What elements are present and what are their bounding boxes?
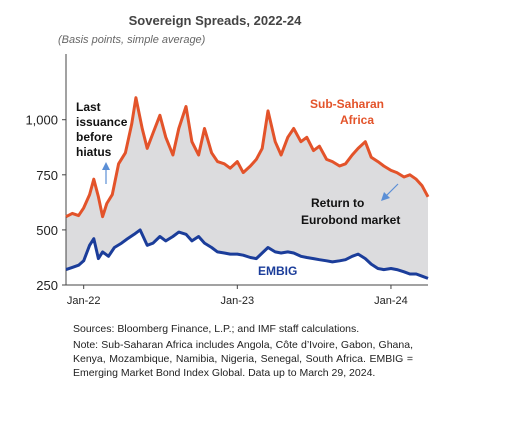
x-tick-label: Jan-23 (220, 295, 254, 307)
ssa-series-line (65, 96, 430, 219)
chart-notes: Sources: Bloomberg Finance, L.P.; and IM… (73, 322, 413, 382)
x-tick-label: Jan-22 (67, 295, 101, 307)
sovereign-spreads-chart: 250 500 750 1,000 Jan-22 Jan-23 Jan-24 Sub-Saha… (25, 54, 430, 307)
chart-title: Sovereign Spreads, 2022-24 (128, 13, 302, 28)
annotation-arrow-down (385, 183, 399, 197)
footnote: Note: Sub-Saharan Africa includes Angola… (73, 339, 413, 379)
annotation-last-issuance: Last (76, 100, 101, 114)
annotation-last-issuance: hiatus (76, 145, 112, 159)
ssa-series-label: Africa (340, 113, 374, 127)
annotation-arrowhead-down (381, 192, 390, 201)
annotation-return-eurobond: Eurobond market (301, 213, 400, 227)
x-tick-label: Jan-24 (374, 295, 408, 307)
y-tick-label: 1,000 (25, 113, 58, 128)
annotation-last-issuance: before (76, 130, 113, 144)
chart-subtitle: (Basis points, simple average) (58, 34, 206, 46)
y-tick-label: 250 (36, 278, 58, 293)
y-tick-label: 750 (36, 168, 58, 183)
embig-series-label: EMBIG (258, 264, 297, 278)
annotation-arrowhead-up (102, 162, 110, 170)
embig-series-line (65, 228, 429, 280)
y-tick-label: 500 (36, 223, 58, 238)
spread-gap-area (66, 97, 428, 279)
annotation-return-eurobond: Return to (311, 196, 364, 210)
annotation-last-issuance: issuance (76, 115, 128, 129)
ssa-series-label: Sub-Saharan (310, 97, 384, 111)
sources-note: Sources: Bloomberg Finance, L.P.; and IM… (73, 323, 360, 335)
